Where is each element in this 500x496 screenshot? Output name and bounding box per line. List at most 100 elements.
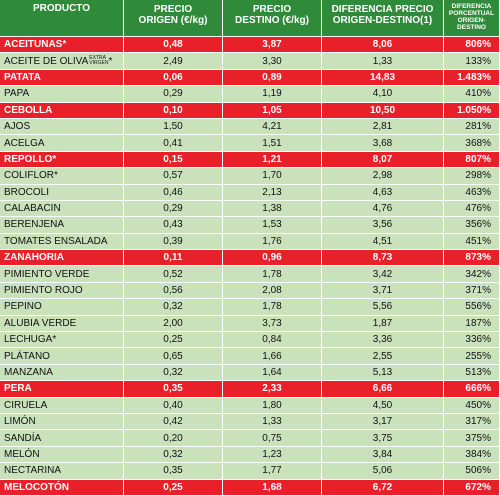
table-row: CEBOLLA 0,10 1,05 10,50 1.050% [0, 102, 500, 119]
table-row: PATATA 0,06 0,89 14,83 1.483% [0, 69, 500, 87]
precio-destino-cell: 3,73 [223, 315, 322, 333]
precio-destino-cell: 1,21 [223, 151, 322, 169]
precio-destino-cell: 1,19 [223, 86, 322, 103]
precio-destino-cell: 1,33 [223, 413, 322, 431]
diferencia-porcentual-cell: 133% [444, 53, 500, 70]
diferencia-porcentual-cell: 672% [444, 479, 500, 496]
precio-origen-cell: 0,06 [124, 69, 223, 87]
product-qualifier: EXTRA VIRGEN [89, 55, 108, 66]
table-row: NECTARINA 0,35 1,77 5,06 506% [0, 463, 500, 480]
precio-origen-cell: 0,11 [124, 250, 223, 267]
product-name-cell: PLÁTANO [0, 348, 124, 365]
table-row: TOMATES ENSALADA 0,39 1,76 4,51 451% [0, 233, 500, 251]
table-row: CIRUELA 0,40 1,80 4,50 450% [0, 397, 500, 414]
table-row: MELOCOTÓN 0,25 1,68 6,72 672% [0, 479, 500, 496]
product-name-cell: BROCOLI [0, 184, 124, 201]
precio-origen-cell: 0,35 [124, 463, 223, 480]
diferencia-precio-cell: 6,72 [322, 479, 444, 496]
diferencia-precio-cell: 3,42 [322, 266, 444, 283]
diferencia-porcentual-cell: 298% [444, 168, 500, 185]
header-precio-origen: PRECIO ORIGEN (€/kg) [124, 0, 223, 37]
table-header: PRODUCTO PRECIO ORIGEN (€/kg) PRECIO DES… [0, 0, 500, 37]
diferencia-porcentual-cell: 807% [444, 151, 500, 169]
product-name-cell: MANZANA [0, 364, 124, 382]
table-row: ACEITE DE OLIVA EXTRA VIRGEN * 2,49 3,30 1,33 1… [0, 53, 500, 70]
product-name-cell: PAPA [0, 86, 124, 103]
precio-destino-cell: 2,08 [223, 282, 322, 300]
product-name: TOMATES ENSALADA [4, 235, 108, 247]
product-name: BERENJENA [4, 219, 65, 231]
precio-destino-cell: 3,30 [223, 53, 322, 70]
product-name: PATATA [4, 71, 41, 83]
precio-origen-cell: 0,20 [124, 430, 223, 447]
precio-origen-cell: 0,65 [124, 348, 223, 365]
table-row: MANZANA 0,32 1,64 5,13 513% [0, 364, 500, 382]
product-name-cell: ALUBIA VERDE [0, 315, 124, 333]
product-name: SANDÍA [4, 432, 42, 444]
diferencia-porcentual-cell: 375% [444, 430, 500, 447]
product-name: ACELGA [4, 137, 45, 149]
diferencia-precio-cell: 8,06 [322, 37, 444, 54]
table-row: COLIFLOR* 0,57 1,70 2,98 298% [0, 168, 500, 185]
precio-destino-cell: 1,64 [223, 364, 322, 382]
header-precio-destino: PRECIO DESTINO (€/kg) [223, 0, 322, 37]
diferencia-porcentual-cell: 806% [444, 37, 500, 54]
precio-destino-cell: 0,96 [223, 250, 322, 267]
product-name-cell: ACEITUNAS* [0, 37, 124, 54]
table-row: ZANAHORIA 0,11 0,96 8,73 873% [0, 250, 500, 267]
diferencia-precio-cell: 5,06 [322, 463, 444, 480]
precio-origen-cell: 0,46 [124, 184, 223, 201]
header-producto: PRODUCTO [0, 0, 124, 37]
header-origen-line1: PRECIO [153, 4, 193, 15]
product-name: MELOCOTÓN [4, 481, 69, 493]
table-row: BERENJENA 0,43 1,53 3,56 356% [0, 217, 500, 234]
product-name: MANZANA [4, 367, 53, 378]
precio-destino-cell: 0,75 [223, 430, 322, 447]
header-row: PRODUCTO PRECIO ORIGEN (€/kg) PRECIO DES… [0, 0, 500, 37]
diferencia-porcentual-cell: 371% [444, 282, 500, 300]
precio-destino-cell: 1,51 [223, 135, 322, 152]
diferencia-precio-cell: 14,83 [322, 69, 444, 87]
header-diferencia-porcentual: DIFERENCIA PORCENTUAL ORIGEN-DESTINO [444, 0, 500, 37]
precio-origen-cell: 2,49 [124, 53, 223, 70]
product-name: COLIFLOR* [4, 170, 58, 182]
table-row: ACELGA 0,41 1,51 3,68 368% [0, 135, 500, 152]
header-diferencia-line2: ORIGEN-DESTINO(1) [332, 15, 433, 26]
product-name-cell: AJOS [0, 118, 124, 136]
diferencia-precio-cell: 8,07 [322, 151, 444, 169]
table-row: PLÁTANO 0,65 1,66 2,55 255% [0, 348, 500, 365]
header-destino-line1: PRECIO [252, 4, 292, 15]
precio-origen-cell: 0,48 [124, 37, 223, 54]
precio-origen-cell: 0,40 [124, 397, 223, 414]
diferencia-precio-cell: 10,50 [322, 102, 444, 119]
product-name-cell: LIMÓN [0, 413, 124, 431]
precio-origen-cell: 0,42 [124, 413, 223, 431]
diferencia-precio-cell: 2,98 [322, 168, 444, 185]
diferencia-porcentual-cell: 356% [444, 217, 500, 234]
product-name: CALABACIN [4, 203, 61, 215]
header-destino-line2: DESTINO (€/kg) [235, 15, 309, 26]
precio-origen-cell: 0,35 [124, 381, 223, 398]
diferencia-precio-cell: 3,36 [322, 332, 444, 349]
precio-origen-cell: 0,29 [124, 86, 223, 103]
diferencia-porcentual-cell: 336% [444, 332, 500, 349]
product-name-cell: PATATA [0, 69, 124, 87]
precio-destino-cell: 3,87 [223, 37, 322, 54]
diferencia-porcentual-cell: 451% [444, 233, 500, 251]
precio-origen-cell: 0,43 [124, 217, 223, 234]
header-diferencia-precio: DIFERENCIA PRECIO ORIGEN-DESTINO(1) [322, 0, 444, 37]
precio-destino-cell: 1,68 [223, 479, 322, 496]
product-name: BROCOLI [4, 186, 50, 198]
product-name-cell: PERA [0, 381, 124, 398]
precio-origen-cell: 0,32 [124, 364, 223, 382]
header-origen-line2: ORIGEN (€/kg) [138, 15, 208, 26]
table-row: LIMÓN 0,42 1,33 3,17 317% [0, 413, 500, 431]
diferencia-precio-cell: 6,66 [322, 381, 444, 398]
precio-destino-cell: 1,38 [223, 200, 322, 218]
precio-origen-cell: 0,57 [124, 168, 223, 185]
table-row: REPOLLO* 0,15 1,21 8,07 807% [0, 151, 500, 169]
product-name-cell: PIMIENTO VERDE [0, 266, 124, 283]
diferencia-porcentual-cell: 476% [444, 200, 500, 218]
